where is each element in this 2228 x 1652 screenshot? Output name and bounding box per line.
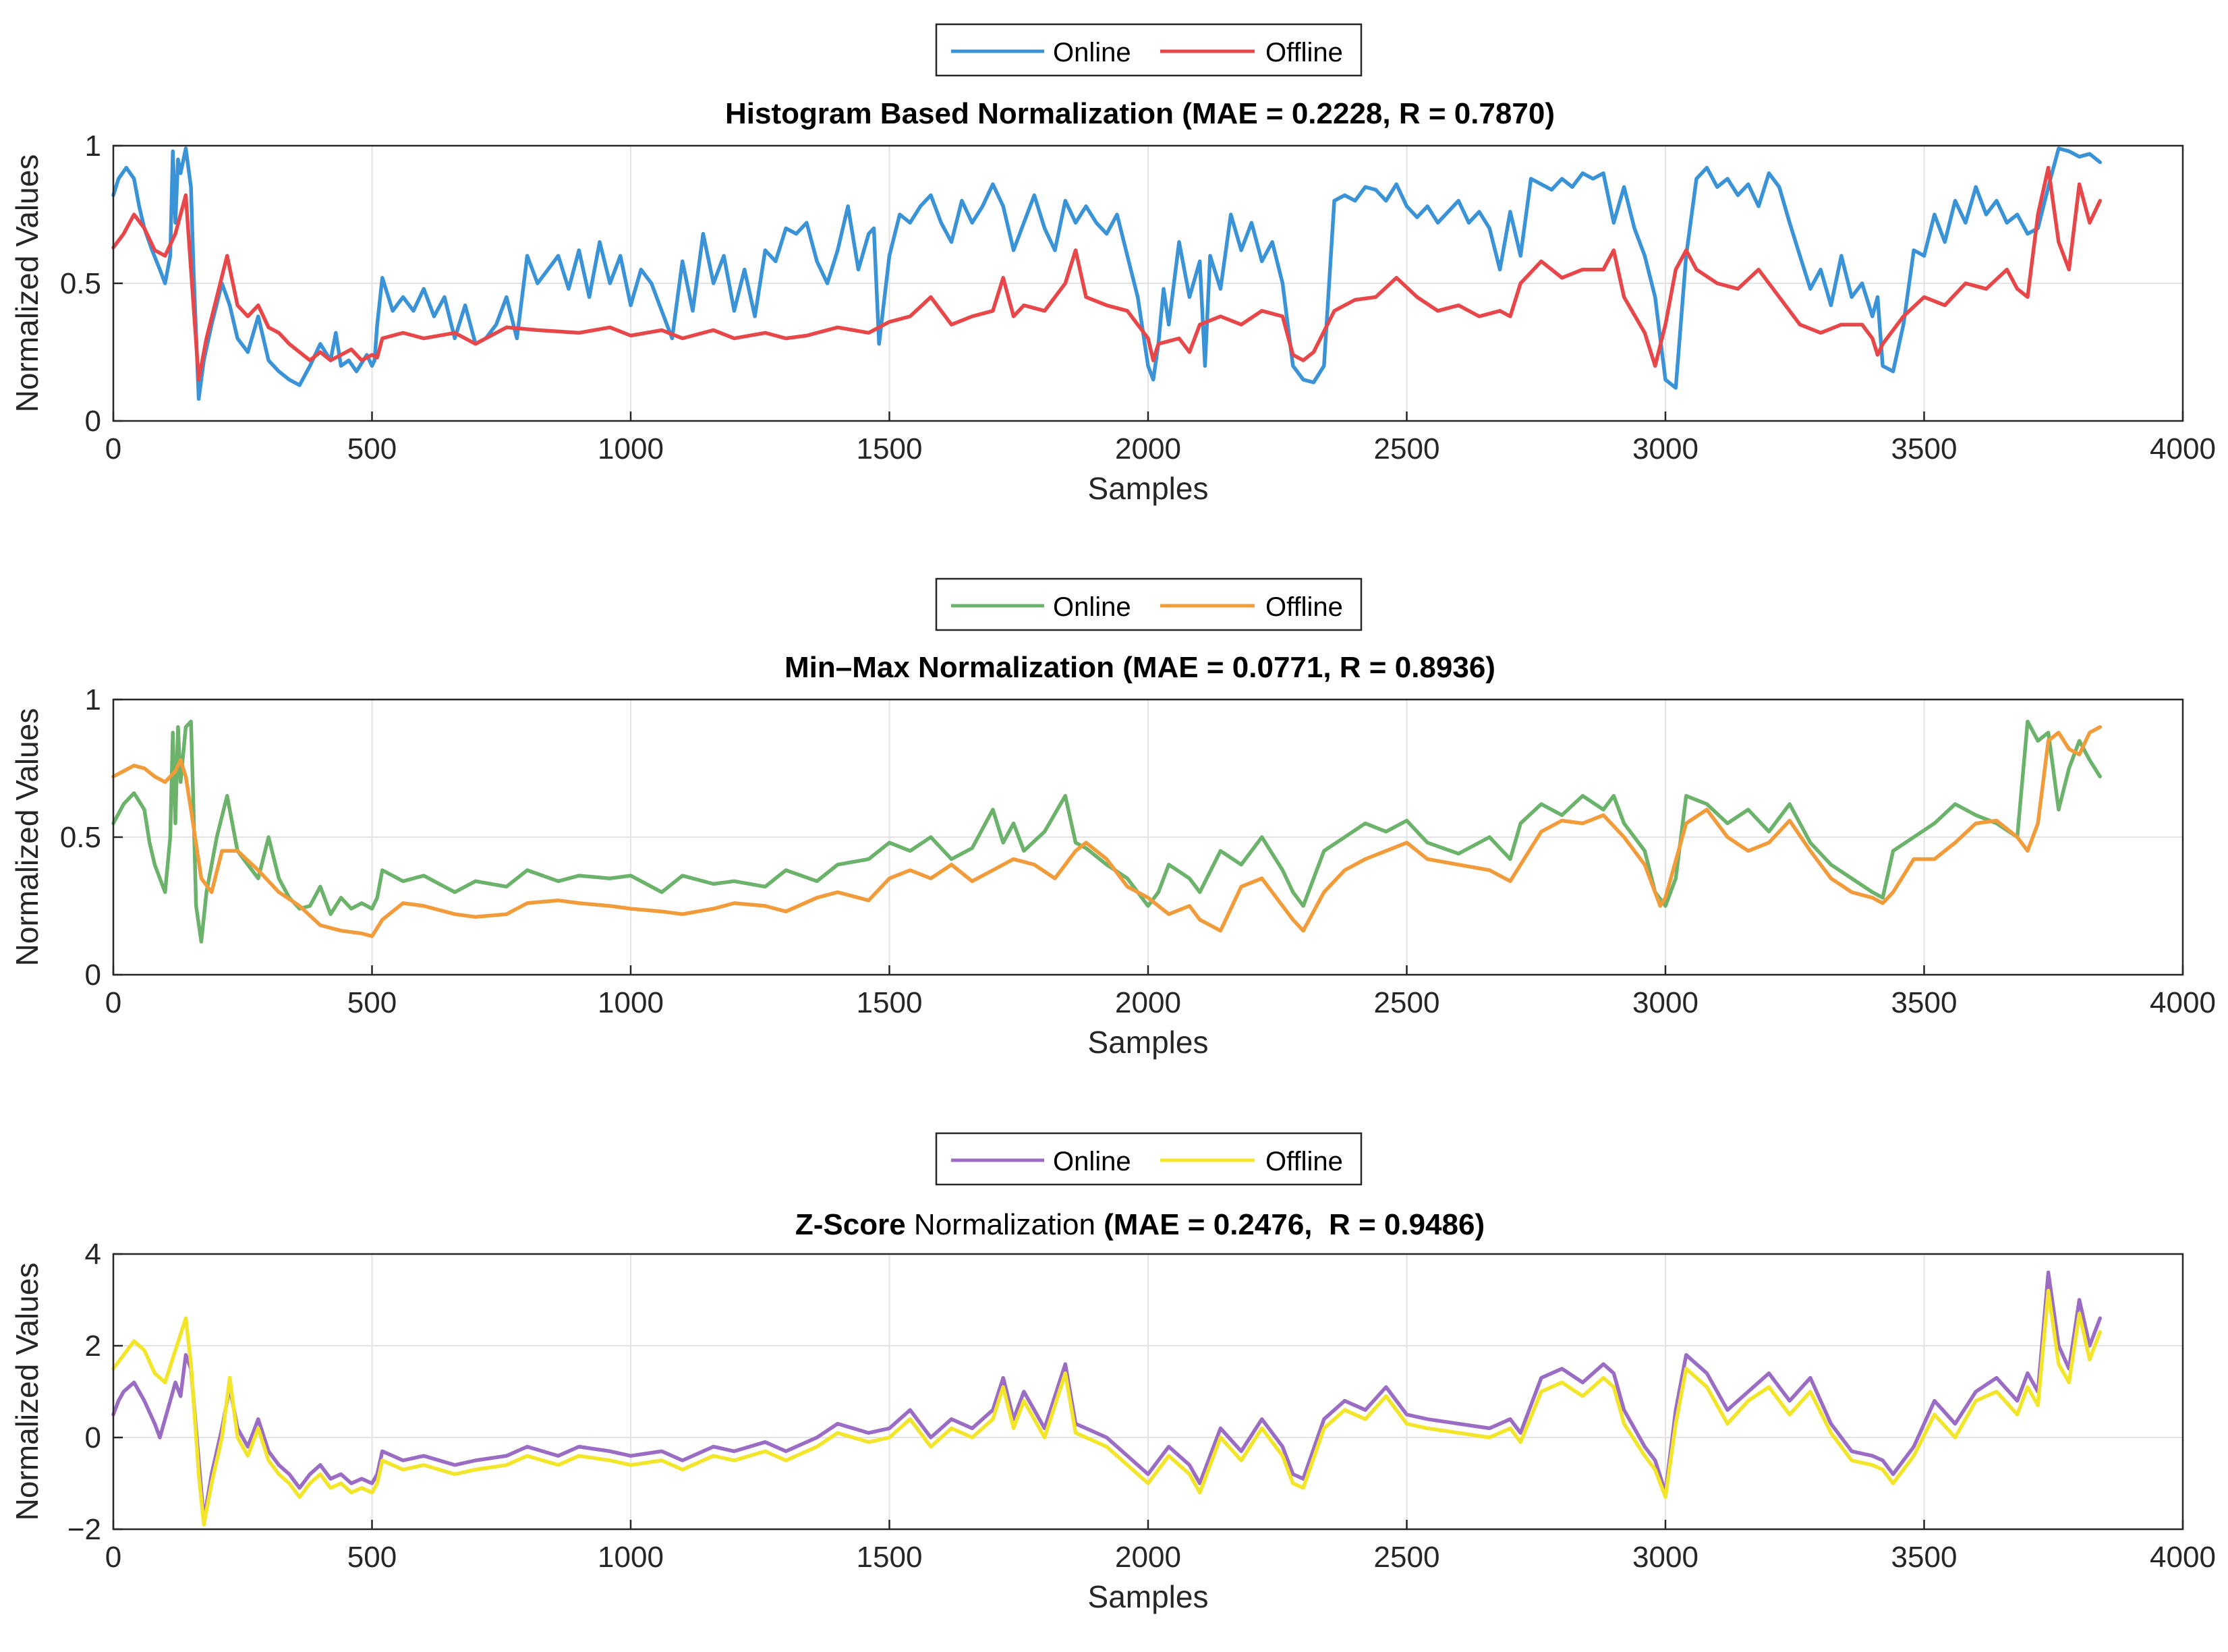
y-tick-label: 2 — [85, 1330, 101, 1363]
title-normal: Normalization — [906, 1208, 1095, 1241]
series-line-offline — [111, 1288, 2103, 1527]
x-tick-label: 1000 — [598, 986, 664, 1019]
series-line-offline — [111, 725, 2103, 938]
x-tick-label: 0 — [105, 1541, 121, 1574]
y-tick-label: 1 — [85, 683, 101, 716]
panel-minmax: Online Offline Min–Max Normalization (MA… — [9, 577, 2216, 1060]
x-tick-label: 3500 — [1891, 432, 1958, 465]
panel-histogram: Online Offline Histogram Based Normaliza… — [9, 23, 2216, 506]
y-tick-label: 0.5 — [60, 267, 101, 300]
x-tick-label: 2000 — [1115, 986, 1181, 1019]
x-axis-label: Samples — [1088, 471, 1209, 506]
title-stats: (MAE = 0.2476, R = 0.9486) — [1095, 1208, 1485, 1241]
legend-label-offline: Offline — [1265, 592, 1343, 622]
y-axis-label: Normalized Values — [9, 154, 45, 413]
title-stats: (MAE = 0.0771, R = 0.8936) — [1114, 651, 1495, 684]
y-tick-label: 0.5 — [60, 821, 101, 854]
ticks: 0 500 1000 1500 2000 2500 3000 3500 4000 0 0.5 1 — [60, 683, 2216, 1019]
x-tick-label: 1500 — [857, 986, 923, 1019]
title-lead: Histogram Based Normalization — [725, 97, 1174, 130]
y-tick-label: 0 — [85, 405, 101, 438]
title-stats: (MAE = 0.2228, R = 0.7870) — [1174, 97, 1555, 130]
y-tick-label: 4 — [85, 1238, 101, 1271]
x-tick-label: 500 — [347, 986, 397, 1019]
chart-title: Z-Score Normalization (MAE = 0.2476, R =… — [795, 1208, 1485, 1241]
y-tick-label: −2 — [67, 1513, 101, 1546]
grid — [113, 1254, 2183, 1529]
y-tick-label: 0 — [85, 1421, 101, 1454]
ticks: 0 500 1000 1500 2000 2500 3000 3500 4000 0 0.5 1 — [60, 130, 2216, 465]
chart-title: Min–Max Normalization (MAE = 0.0771, R =… — [784, 651, 1495, 684]
x-tick-label: 3500 — [1891, 986, 1958, 1019]
grid — [113, 146, 2183, 421]
legend-histogram: Online Offline — [935, 23, 1363, 77]
y-axis-label: Normalized Values — [9, 708, 45, 967]
grid — [113, 700, 2183, 975]
y-tick-label: 0 — [85, 959, 101, 992]
y-tick-label: 1 — [85, 130, 101, 163]
x-tick-label: 3500 — [1891, 1541, 1958, 1574]
legend-label-online: Online — [1053, 592, 1131, 622]
x-axis-label: Samples — [1088, 1025, 1209, 1060]
x-tick-label: 1000 — [598, 1541, 664, 1574]
x-tick-label: 1500 — [857, 1541, 923, 1574]
series-lines — [111, 719, 2103, 944]
legend-label-offline: Offline — [1265, 1147, 1343, 1176]
title-lead: Min–Max Normalization — [784, 651, 1114, 684]
series-lines — [111, 1270, 2103, 1527]
x-tick-label: 2500 — [1374, 1541, 1440, 1574]
legend-label-online: Online — [1053, 1147, 1131, 1176]
x-tick-label: 500 — [347, 432, 397, 465]
chart-title: Histogram Based Normalization (MAE = 0.2… — [725, 97, 1555, 130]
series-line-online — [111, 146, 2103, 401]
legend-minmax: Online Offline — [935, 577, 1363, 631]
x-tick-label: 1500 — [857, 432, 923, 465]
x-tick-label: 4000 — [2150, 432, 2216, 465]
x-tick-label: 2000 — [1115, 432, 1181, 465]
x-tick-label: 500 — [347, 1541, 397, 1574]
x-tick-label: 2500 — [1374, 432, 1440, 465]
x-tick-label: 4000 — [2150, 1541, 2216, 1574]
panel-zscore: Online Offline Z-Score Normalization (MA… — [9, 1132, 2216, 1614]
x-tick-label: 0 — [105, 432, 121, 465]
title-lead: Z-Score — [795, 1208, 906, 1241]
x-tick-label: 2000 — [1115, 1541, 1181, 1574]
x-tick-label: 3000 — [1632, 432, 1698, 465]
x-axis-label: Samples — [1088, 1579, 1209, 1614]
legend-zscore: Online Offline — [935, 1132, 1363, 1186]
x-tick-label: 0 — [105, 986, 121, 1019]
x-tick-label: 1000 — [598, 432, 664, 465]
x-tick-label: 4000 — [2150, 986, 2216, 1019]
x-tick-label: 3000 — [1632, 986, 1698, 1019]
x-tick-label: 2500 — [1374, 986, 1440, 1019]
series-line-offline — [111, 165, 2103, 382]
legend-label-online: Online — [1053, 38, 1131, 67]
series-lines — [111, 146, 2103, 401]
x-tick-label: 3000 — [1632, 1541, 1698, 1574]
y-axis-label: Normalized Values — [9, 1263, 45, 1521]
series-line-online — [111, 1270, 2103, 1522]
legend-label-offline: Offline — [1265, 38, 1343, 67]
